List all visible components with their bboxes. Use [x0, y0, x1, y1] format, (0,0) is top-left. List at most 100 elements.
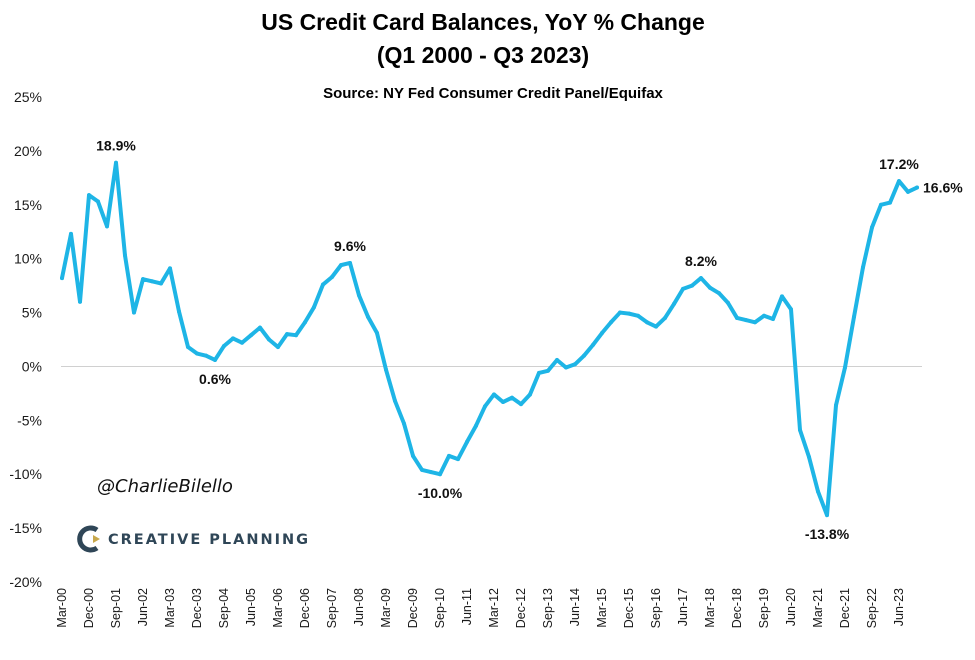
y-tick-label: 20% — [14, 143, 42, 159]
x-tick-label: Mar-18 — [703, 588, 717, 628]
x-tick-label: Dec-21 — [838, 588, 852, 628]
data-point — [699, 276, 703, 281]
data-point — [564, 365, 568, 370]
data-point — [726, 300, 730, 305]
data-point — [780, 294, 784, 299]
data-label: 8.2% — [685, 253, 717, 269]
x-tick-label: Mar-09 — [379, 588, 393, 628]
data-point — [645, 320, 649, 325]
x-tick-label: Mar-03 — [163, 588, 177, 628]
data-point — [465, 439, 469, 444]
data-point — [546, 368, 550, 373]
x-tick-label: Sep-16 — [649, 588, 663, 628]
data-point — [825, 513, 829, 518]
data-point — [690, 283, 694, 288]
data-point — [69, 231, 73, 236]
y-tick-label: 10% — [14, 251, 42, 267]
data-point — [870, 225, 874, 230]
logo-text: CREATIVE PLANNING — [108, 532, 310, 548]
data-point — [123, 253, 127, 258]
data-point — [267, 337, 271, 342]
data-point — [834, 403, 838, 408]
x-tick-label: Mar-12 — [487, 588, 501, 628]
data-point — [861, 265, 865, 270]
data-point — [807, 454, 811, 459]
data-point — [762, 313, 766, 318]
data-label: 0.6% — [199, 371, 231, 387]
data-point — [420, 467, 424, 472]
data-point — [141, 277, 145, 282]
x-tick-label: Jun-02 — [136, 588, 150, 626]
data-point — [474, 423, 478, 428]
watermark-handle: @CharlieBilello — [97, 476, 233, 497]
data-point — [375, 331, 379, 336]
x-axis: Mar-00 Dec-00 Sep-01 Jun-02 Mar-03 Dec-03 Sep-… — [55, 588, 906, 628]
data-label: 16.6% — [923, 180, 963, 196]
x-tick-label: Dec-03 — [190, 588, 204, 628]
data-point — [447, 453, 451, 458]
y-tick-label: 5% — [22, 305, 42, 321]
data-point — [906, 189, 910, 194]
data-point — [528, 392, 532, 397]
data-point — [159, 281, 163, 286]
data-point — [879, 202, 883, 207]
data-point — [357, 293, 361, 298]
data-point — [222, 343, 226, 348]
data-point — [114, 160, 118, 165]
data-point — [285, 332, 289, 337]
data-point — [330, 274, 334, 279]
data-label: 17.2% — [879, 156, 919, 172]
y-tick-label: 0% — [22, 358, 42, 374]
series-group — [60, 160, 919, 518]
data-point — [627, 311, 631, 316]
data-label: 9.6% — [334, 238, 366, 254]
data-point — [258, 325, 262, 330]
data-point — [78, 299, 82, 304]
data-point — [456, 457, 460, 462]
data-point — [591, 342, 595, 347]
x-tick-label: Jun-17 — [676, 588, 690, 626]
data-point — [717, 291, 721, 296]
logo-mark-icon — [77, 525, 100, 553]
data-point — [429, 470, 433, 475]
y-tick-label: -20% — [9, 574, 42, 590]
data-point — [744, 318, 748, 323]
data-point — [636, 313, 640, 318]
data-point — [384, 367, 388, 372]
y-axis: 25% 20% 15% 10% 5% 0% -5% -10% -15% -20% — [9, 89, 42, 590]
data-point — [843, 365, 847, 370]
data-point — [186, 345, 190, 350]
x-tick-label: Sep-10 — [433, 588, 447, 628]
data-labels: 18.9% 0.6% 9.6% -10.0% 8.2% -13.8% 17.2%16.6% — [96, 138, 963, 542]
data-point — [132, 310, 136, 315]
data-point — [735, 315, 739, 320]
data-point — [366, 314, 370, 319]
x-tick-label: Dec-12 — [514, 588, 528, 628]
data-label: 18.9% — [96, 138, 136, 154]
data-point — [663, 315, 667, 320]
data-point — [294, 333, 298, 338]
chart-title-line1: US Credit Card Balances, YoY % Change — [261, 9, 705, 35]
data-point — [501, 400, 505, 405]
data-point — [915, 185, 919, 190]
x-tick-label: Dec-18 — [730, 588, 744, 628]
x-tick-label: Dec-15 — [622, 588, 636, 628]
data-point — [60, 276, 64, 281]
data-point — [789, 307, 793, 312]
y-tick-label: 25% — [14, 89, 42, 105]
x-tick-label: Sep-13 — [541, 588, 555, 628]
data-point — [204, 353, 208, 358]
data-point — [303, 320, 307, 325]
creative-planning-logo: CREATIVE PLANNING — [77, 525, 310, 553]
data-point — [537, 370, 541, 375]
data-point — [681, 286, 685, 291]
x-tick-label: Dec-06 — [298, 588, 312, 628]
data-point — [348, 260, 352, 265]
data-point — [600, 331, 604, 336]
data-point — [213, 357, 217, 362]
data-point — [492, 392, 496, 397]
x-tick-label: Sep-22 — [865, 588, 879, 628]
data-point — [798, 428, 802, 433]
data-point — [510, 395, 514, 400]
data-point — [519, 402, 523, 407]
